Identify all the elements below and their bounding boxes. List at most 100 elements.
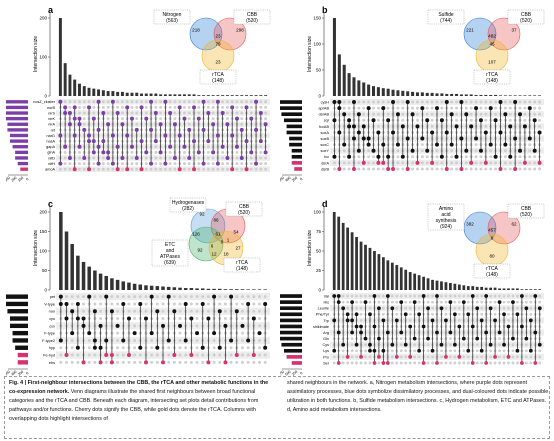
set-name: soxB: [321, 137, 330, 141]
matrix-dot-filled: [115, 167, 120, 172]
venn-label: (924): [440, 224, 452, 230]
intersection-bar: [411, 91, 415, 96]
matrix-dot-empty: [178, 302, 182, 306]
matrix-dot-empty: [101, 156, 105, 160]
matrix-dot-empty: [138, 353, 142, 357]
matrix-dot-empty: [390, 349, 394, 353]
matrix-dot-filled: [457, 354, 462, 359]
matrix-dot-filled: [168, 111, 173, 116]
matrix-dot-filled: [101, 139, 106, 144]
intersection-bar: [373, 251, 376, 290]
matrix-dot-empty: [395, 300, 399, 304]
matrix-dot-empty: [347, 106, 351, 110]
matrix-dot-filled: [201, 127, 206, 132]
matrix-dot-empty: [211, 156, 215, 160]
matrix-dot-filled: [533, 294, 538, 298]
matrix-dot-filled: [149, 99, 154, 104]
matrix-dot-filled: [478, 148, 483, 153]
set-name: dsrB: [321, 167, 329, 171]
intersection-bar: [264, 95, 268, 96]
matrix-dot-empty: [138, 295, 142, 299]
matrix-dot-empty: [430, 167, 434, 171]
intersection-bar: [230, 95, 234, 96]
matrix-dot-empty: [159, 117, 163, 121]
matrix-dot-filled: [449, 142, 454, 147]
intersection-bar: [221, 95, 225, 96]
matrix-dot-empty: [121, 346, 125, 350]
set-size-bar: [7, 122, 28, 126]
matrix-dot-empty: [332, 161, 336, 165]
set-size-bar: [15, 156, 28, 160]
matrix-row-stripe: [56, 166, 270, 172]
matrix-dot-empty: [68, 105, 72, 109]
matrix-dot-empty: [528, 161, 532, 165]
matrix-dot-empty: [430, 124, 434, 128]
matrix-dot-filled: [532, 148, 537, 153]
matrix-dot-filled: [385, 294, 390, 298]
matrix-dot-empty: [529, 312, 533, 316]
matrix-dot-empty: [508, 106, 512, 110]
venn-label: ETC: [165, 242, 175, 248]
matrix-dot-filled: [144, 150, 149, 155]
matrix-dot-empty: [381, 312, 385, 316]
matrix-dot-empty: [355, 349, 358, 353]
matrix-dot-filled: [91, 150, 96, 155]
matrix-dot-filled: [448, 300, 453, 305]
matrix-dot-filled: [513, 100, 518, 105]
matrix-dot-empty: [368, 300, 372, 304]
matrix-dot-empty: [431, 294, 434, 298]
matrix-dot-empty: [502, 300, 506, 304]
matrix-dot-empty: [178, 317, 182, 321]
matrix-dot-empty: [480, 294, 484, 298]
matrix-dot-empty: [417, 306, 421, 310]
y-tick-label: 50: [42, 268, 48, 273]
intersection-bar: [359, 241, 363, 290]
matrix-dot-filled: [182, 116, 187, 121]
matrix-dot-empty: [462, 343, 466, 347]
matrix-dot-empty: [216, 167, 220, 171]
matrix-dot-filled: [522, 160, 527, 165]
venn-label-box: [473, 263, 511, 279]
matrix-dot-empty: [435, 149, 439, 153]
matrix-dot-empty: [390, 355, 394, 359]
matrix-dot-empty: [332, 361, 336, 365]
matrix-dot-filled: [192, 139, 197, 144]
matrix-dot-empty: [58, 167, 62, 171]
matrix-dot-filled: [391, 100, 396, 105]
set-size-bar: [280, 100, 302, 104]
matrix-dot-filled: [410, 148, 415, 153]
matrix-dot-empty: [149, 167, 153, 171]
intersection-bar: [173, 94, 177, 96]
matrix-dot-empty: [240, 117, 244, 121]
matrix-dot-empty: [195, 295, 199, 299]
matrix-dot-empty: [76, 295, 80, 299]
matrix-dot-empty: [401, 167, 405, 171]
matrix-dot-filled: [161, 323, 165, 328]
matrix-dot-empty: [189, 295, 193, 299]
matrix-dot-empty: [99, 317, 103, 321]
matrix-dot-empty: [372, 106, 376, 110]
venn-label: acid: [441, 212, 450, 218]
matrix-dot-empty: [259, 162, 263, 166]
matrix-dot-empty: [106, 162, 110, 166]
intersection-bar: [377, 254, 381, 290]
matrix-dot-filled: [459, 100, 464, 105]
matrix-dot-filled: [426, 306, 430, 311]
matrix-dot-empty: [350, 343, 354, 347]
matrix-dot-empty: [359, 300, 363, 304]
matrix-dot-empty: [507, 306, 510, 310]
set-size-bar: [17, 161, 28, 166]
matrix-dot-filled: [479, 318, 484, 323]
matrix-dot-filled: [166, 338, 171, 343]
matrix-dot-filled: [58, 161, 63, 166]
matrix-dot-filled: [533, 330, 538, 335]
matrix-dot-filled: [81, 316, 86, 321]
set-size-tick: 400: [10, 370, 17, 377]
matrix-dot-empty: [264, 156, 268, 160]
matrix-dot-filled: [149, 161, 154, 166]
matrix-dot-empty: [259, 167, 263, 171]
intersection-bar: [479, 94, 483, 96]
matrix-dot-empty: [404, 306, 408, 310]
matrix-dot-empty: [257, 346, 261, 350]
matrix-dot-empty: [538, 361, 542, 365]
